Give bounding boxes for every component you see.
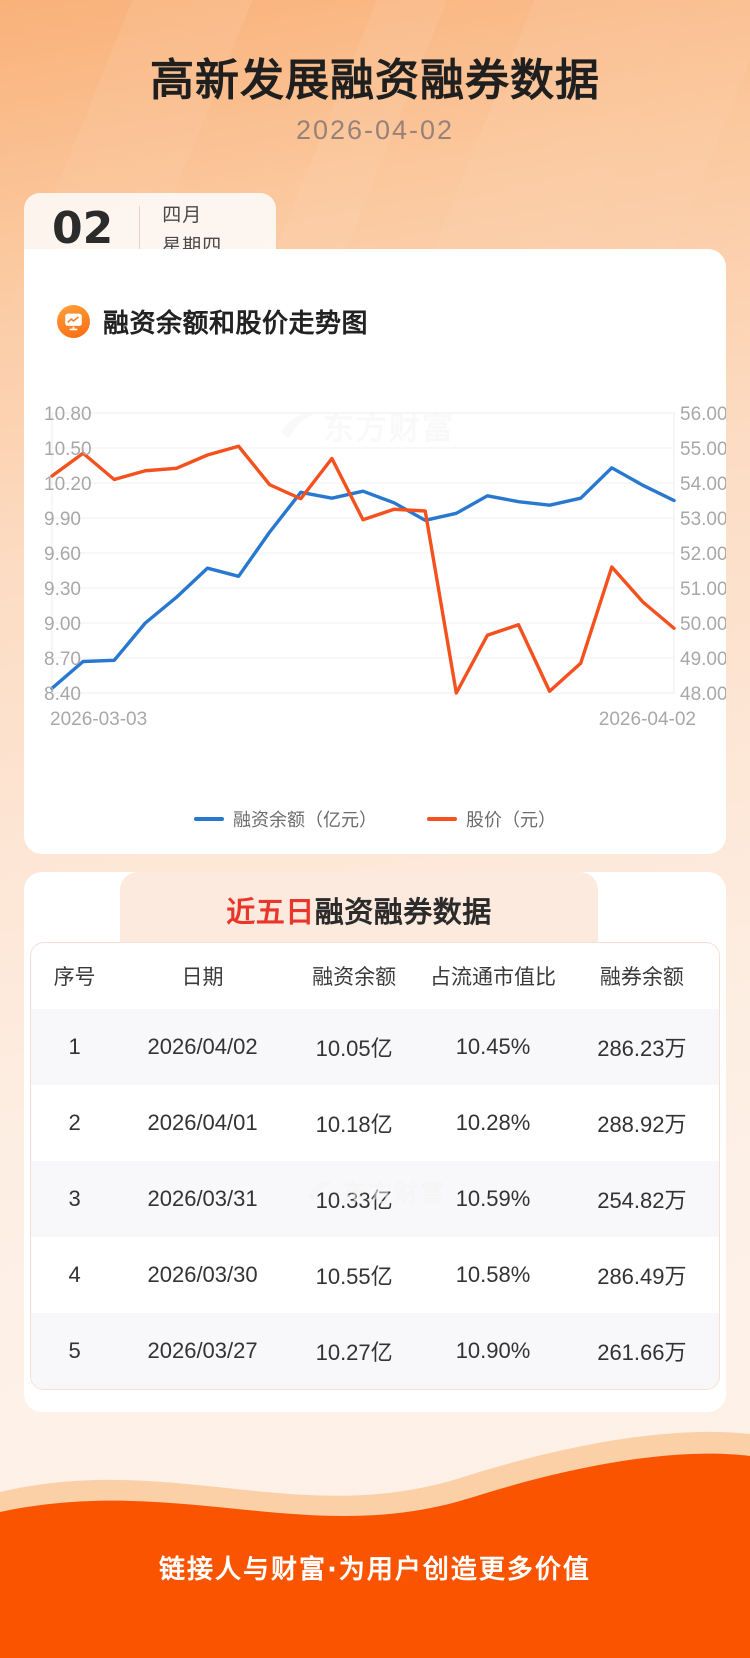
chart-gridlines [52,447,674,659]
table-row[interactable]: 1 2026/04/02 10.05亿 10.45% 286.23万 [31,1009,719,1085]
poster-header: 高新发展融资融券数据 2026-04-02 [0,0,750,185]
left-axis-tick: 10.80 [44,404,92,425]
right-axis-tick: 51.00 [680,579,726,600]
cell-date: 2026/03/31 [147,1186,258,1211]
cell-margin-balance: 10.05亿 [315,1036,393,1061]
chart-area: 东方财富 8.40 8.70 9.00 9.30 9.60 9.90 10.20 10.50 1… [24,385,726,855]
cell-short-balance: 286.23万 [597,1036,687,1061]
right-axis-tick: 56.00 [680,404,726,425]
th-no: 序号 [53,966,96,989]
cell-no: 2 [68,1110,81,1135]
footer-slogan: 链接人与财富·为用户创造更多价值 [159,1555,591,1585]
date-divider [139,206,141,252]
right-axis-tick: 55.00 [680,439,726,460]
th-short-balance: 融券余额 [599,966,684,989]
table-panel: 近五日融资融券数据 序号 日期 融资余额 占流通市值比 融券余额 1 2026/… [24,872,726,1412]
stock-monitor-icon [57,305,90,338]
cell-margin-balance: 10.27亿 [315,1340,393,1365]
table-row[interactable]: 4 2026/03/30 10.55亿 10.58% 286.49万 [31,1237,719,1313]
left-axis-tick: 9.90 [44,509,81,530]
table-title: 近五日融资融券数据 [226,889,492,931]
cell-margin-balance: 10.55亿 [315,1264,393,1289]
date-month: 四月 [162,205,203,226]
chart-panel: 融资余额和股价走势图 东方财富 8.40 8.70 9.00 9.30 9.60 9.90… [24,249,726,854]
legend-item-margin-balance[interactable]: 融资余额（亿元） [194,806,377,832]
left-axis-tick: 8.40 [44,684,81,705]
margin-trading-table: 序号 日期 融资余额 占流通市值比 融券余额 1 2026/04/02 10.0… [30,942,720,1390]
legend-label-margin-balance: 融资余额（亿元） [233,810,377,830]
x-axis-tick-start: 2026-03-03 [50,709,147,730]
chart-section-title: 融资余额和股价走势图 [103,309,369,339]
poster-footer: 链接人与财富·为用户创造更多价值 [0,1400,750,1658]
cell-date: 2026/03/30 [147,1262,258,1287]
right-axis-tick: 48.00 [680,684,726,705]
right-axis-tick: 53.00 [680,509,726,530]
table-row[interactable]: 3 2026/03/31 10.33亿 10.59% 254.82万 [31,1161,719,1237]
date-day: 02 [52,203,114,254]
cell-no: 4 [68,1262,81,1287]
cell-pct-float-cap: 10.45% [455,1034,531,1059]
right-axis-tick: 49.00 [680,649,726,670]
page-title: 高新发展融资融券数据 [150,55,600,106]
table-title-highlight: 近五日 [226,895,315,929]
left-axis-tick: 10.20 [44,474,92,495]
cell-no: 5 [68,1338,81,1363]
table-row[interactable]: 2 2026/04/01 10.18亿 10.28% 288.92万 [31,1085,719,1161]
chart-right-axis-labels: 48.00 49.00 50.00 51.00 52.00 53.00 54.00 55.00… [680,404,726,705]
legend-swatch-orange [427,817,457,821]
cell-no: 3 [68,1186,81,1211]
chart-legend: 融资余额（亿元） 股价（元） [24,806,726,832]
cell-pct-float-cap: 10.28% [455,1110,531,1135]
cell-margin-balance: 10.18亿 [315,1112,393,1137]
cell-pct-float-cap: 10.58% [455,1262,531,1287]
left-axis-tick: 8.70 [44,649,81,670]
table-title-rest: 融资融券数据 [314,895,492,929]
cell-date: 2026/03/27 [147,1338,258,1363]
left-axis-tick: 9.30 [44,579,81,600]
cell-date: 2026/04/01 [147,1110,258,1135]
chart-svg: 8.408.709.009.309.609.9010.2010.5010.80 … [44,404,726,730]
legend-label-stock-price: 股价（元） [466,810,556,830]
cell-short-balance: 286.49万 [597,1264,687,1289]
left-axis-tick: 9.00 [44,614,81,635]
series-line-margin-balance [50,466,676,691]
chart-section-header: 融资余额和股价走势图 [57,303,368,340]
left-axis-tick: 9.60 [44,544,81,565]
x-axis-tick-end: 2026-04-02 [599,709,696,730]
series-line-stock-price [50,444,676,695]
right-axis-tick: 50.00 [680,614,726,635]
th-date: 日期 [181,966,224,989]
right-axis-tick: 54.00 [680,474,726,495]
chart-left-axis-labels: 8.40 8.70 9.00 9.30 9.60 9.90 10.20 10.50 10.80 [44,404,92,705]
footer-wave [0,1431,750,1658]
table-title-badge: 近五日融资融券数据 [120,872,598,948]
chart-x-axis-labels: 2026-03-03 2026-04-02 [50,709,696,730]
cell-pct-float-cap: 10.90% [455,1338,531,1363]
cell-pct-float-cap: 10.59% [455,1186,531,1211]
cell-margin-balance: 10.33亿 [315,1188,393,1213]
table-header-row: 序号 日期 融资余额 占流通市值比 融券余额 [31,943,719,1009]
cell-short-balance: 254.82万 [597,1188,687,1213]
page-subtitle-date: 2026-04-02 [295,115,455,145]
cell-short-balance: 261.66万 [597,1340,687,1365]
table-row[interactable]: 5 2026/03/27 10.27亿 10.90% 261.66万 [31,1313,719,1389]
legend-swatch-blue [194,817,224,821]
th-pct-float-cap: 占流通市值比 [430,966,556,989]
cell-short-balance: 288.92万 [597,1112,687,1137]
right-axis-tick: 52.00 [680,544,726,565]
cell-date: 2026/04/02 [147,1034,258,1059]
cell-no: 1 [68,1034,81,1059]
left-axis-tick: 10.50 [44,439,92,460]
legend-item-stock-price[interactable]: 股价（元） [427,806,556,832]
th-margin-balance: 融资余额 [312,966,397,989]
